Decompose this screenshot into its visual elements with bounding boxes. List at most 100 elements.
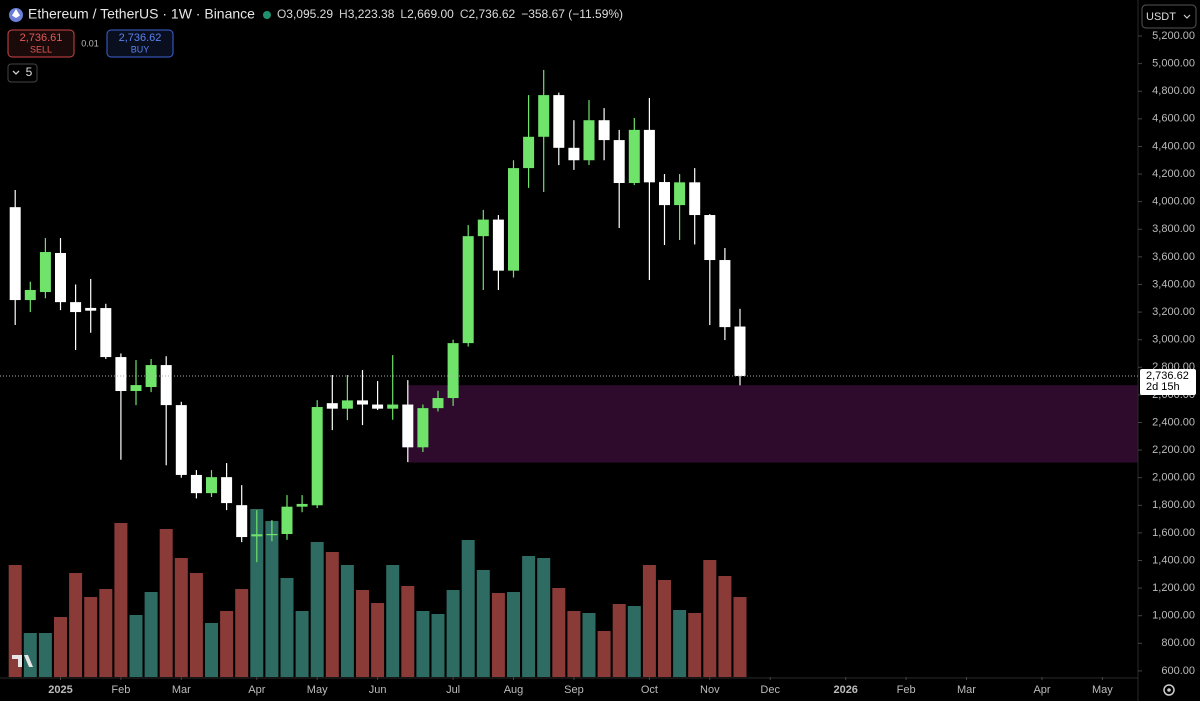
x-tick-label: Dec: [760, 684, 780, 696]
x-tick-label: May: [1092, 684, 1113, 696]
currency: USDT: [1146, 11, 1176, 23]
candle-body: [432, 398, 444, 409]
volume-bar: [174, 558, 188, 677]
candle-body: [296, 503, 308, 507]
ohlc-key: O: [277, 7, 286, 21]
x-tick-label: May: [307, 684, 328, 696]
y-tick-label: 5,200.00: [1152, 30, 1195, 42]
volume-bar: [295, 611, 309, 677]
candle-body: [326, 403, 338, 409]
candle-body: [689, 182, 701, 216]
y-tick-label: 2,200.00: [1152, 444, 1195, 456]
volume-bar: [280, 578, 294, 677]
volume-bar: [356, 590, 369, 677]
volume-bar: [54, 617, 67, 677]
buy-label: BUY: [131, 44, 150, 54]
symbol-icon-glyph: [12, 9, 20, 18]
candle-body: [55, 252, 66, 303]
volume-bar: [84, 597, 98, 677]
volume-bar: [673, 610, 687, 677]
volume-bar: [23, 633, 37, 677]
x-tick-label: Feb: [897, 684, 916, 696]
candle-body: [9, 207, 21, 301]
volume-bar: [220, 611, 234, 677]
indicator-count: 5: [26, 65, 33, 79]
settings-icon-core: [1167, 688, 1171, 692]
y-tick-label: 3,200.00: [1152, 306, 1195, 318]
volume-bar: [627, 606, 641, 677]
y-tick-label: 4,800.00: [1152, 85, 1195, 97]
ohlc-key: C: [460, 7, 469, 21]
volume-bar: [703, 560, 717, 677]
buy-button[interactable]: [106, 29, 174, 58]
y-tick-label: 4,400.00: [1152, 140, 1195, 152]
last-price-tag: [1140, 369, 1196, 396]
x-tick-label: Sep: [564, 684, 584, 696]
y-tick-label: 1,000.00: [1152, 610, 1195, 622]
change: −358.67 (−11.59%): [521, 7, 623, 21]
x-tick-label: 2025: [48, 684, 72, 696]
candle-body: [447, 343, 459, 399]
volume-bar: [8, 565, 22, 677]
y-tick-label: 1,800.00: [1152, 499, 1195, 511]
currency-select[interactable]: [1141, 4, 1197, 29]
volume-bar: [144, 592, 158, 677]
y-tick-label: 3,600.00: [1152, 251, 1195, 263]
candle-body: [145, 365, 157, 388]
x-tick-label: Oct: [641, 684, 658, 696]
candle-body: [85, 307, 97, 311]
spread: 0.01: [81, 38, 99, 48]
x-tick-label: Jun: [369, 684, 387, 696]
candle-body: [628, 129, 640, 184]
volume-bar: [522, 556, 536, 677]
axis-layer: 600.00 800.00 1,000.00 1,200.00 1,400.00 1,60…: [48, 30, 1195, 696]
candle-body: [115, 357, 127, 392]
candle-body: [175, 405, 187, 475]
ohlc-value: 2,669.00: [407, 7, 454, 21]
candle-body: [643, 129, 655, 183]
indicator-toggle[interactable]: [7, 63, 38, 83]
volume-bar: [114, 523, 128, 677]
candle-body: [568, 147, 580, 161]
y-tick-label: 2,000.00: [1152, 472, 1195, 484]
sell-button[interactable]: [7, 29, 75, 58]
ohlc-key: H: [339, 7, 348, 21]
volume-bar: [310, 542, 324, 677]
y-tick-label: 2,400.00: [1152, 416, 1195, 428]
volume-bar: [658, 580, 671, 677]
volume-bar: [718, 576, 732, 677]
volume-bar: [250, 509, 264, 677]
volume-bar: [582, 613, 596, 677]
chart-title: Ethereum / TetherUS · 1W · Binance: [28, 6, 255, 22]
candle-body: [357, 400, 368, 405]
candle-layer: [9, 69, 746, 563]
volume-bar: [99, 589, 113, 677]
candle-body: [462, 236, 474, 344]
volume-bar: [129, 615, 143, 677]
volume-bar: [688, 613, 702, 677]
volume-layer: [8, 509, 747, 677]
y-tick-label: 1,600.00: [1152, 527, 1195, 539]
sell-label: SELL: [30, 44, 52, 54]
volume-bar: [612, 604, 626, 677]
settings-icon[interactable]: [1163, 684, 1175, 696]
volume-bar: [69, 573, 83, 677]
x-tick-label: Mar: [957, 684, 976, 696]
x-tick-label: Feb: [111, 684, 130, 696]
volume-bar: [340, 565, 354, 677]
y-tick-label: 5,000.00: [1152, 58, 1195, 70]
status-dot: [262, 11, 271, 19]
candle-body: [236, 505, 248, 538]
volume-bar: [371, 603, 385, 677]
volume-bar: [446, 590, 460, 677]
y-tick-label: 3,400.00: [1152, 278, 1195, 290]
candle-body: [719, 260, 731, 328]
candle-body: [221, 477, 233, 504]
volume-bar: [642, 565, 656, 677]
candle-body: [206, 477, 217, 494]
ohlc-value: 2,736.62: [468, 7, 515, 21]
candle-body: [598, 120, 610, 141]
